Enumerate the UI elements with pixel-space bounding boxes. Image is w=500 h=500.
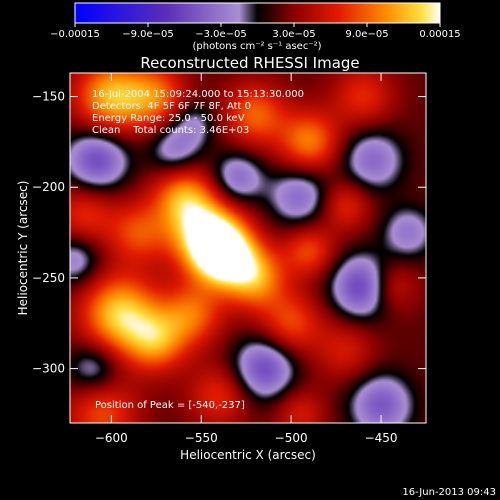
axis-ticks: −600 −550 −500 −450 −150 −200 −250 −300 — [32, 73, 426, 445]
colorbar-tick-label: −3.0e−05 — [195, 29, 247, 40]
colorbar-tick-label: −0.00015 — [50, 29, 100, 40]
x-tick-label: −600 — [95, 431, 128, 445]
y-tick-label: −300 — [32, 362, 65, 376]
chart-title: Reconstructed RHESSI Image — [140, 54, 359, 72]
colorbar-ticks: −0.00015 −9.0e−05 −3.0e−05 3.0e−05 9.0e−05 0.… — [50, 23, 461, 40]
colorbar-tick-label: 0.00015 — [419, 29, 460, 40]
annotation-detectors: Detectors: 4F 5F 6F 7F 8F, Att 0 — [92, 101, 251, 112]
y-tick-label: −150 — [32, 90, 65, 104]
colorbar-tick-label: 9.0e−05 — [345, 29, 388, 40]
x-tick-label: −550 — [185, 431, 218, 445]
y-axis-label: Heliocentric Y (arcsec) — [16, 181, 30, 316]
y-tick-label: −200 — [32, 180, 65, 194]
annotation-time-range: 16-Jul-2004 15:09:24.000 to 15:13:30.000 — [92, 89, 304, 100]
heatmap-image — [70, 73, 426, 423]
annotation-energy-range: Energy Range: 25.0 - 50.0 keV — [92, 113, 245, 124]
annotation-clean-counts: Clean Total counts: 3.46E+03 — [92, 125, 249, 136]
footer-date: 16-Jun-2013 09:43 — [402, 487, 496, 498]
plot-frame — [69, 72, 427, 424]
colorbar-unit-label: (photons cm⁻² s⁻¹ asec⁻²) — [192, 41, 321, 52]
x-tick-label: −500 — [275, 431, 308, 445]
colorbar-tick-label: −9.0e−05 — [122, 29, 174, 40]
peak-position-label: Position of Peak = [-540,-237] — [95, 400, 245, 411]
x-tick-label: −450 — [365, 431, 398, 445]
colorbar-tick-label: 3.0e−05 — [272, 29, 315, 40]
y-tick-label: −250 — [32, 271, 65, 285]
colorbar — [74, 2, 441, 24]
x-axis-label: Heliocentric X (arcsec) — [180, 448, 316, 462]
